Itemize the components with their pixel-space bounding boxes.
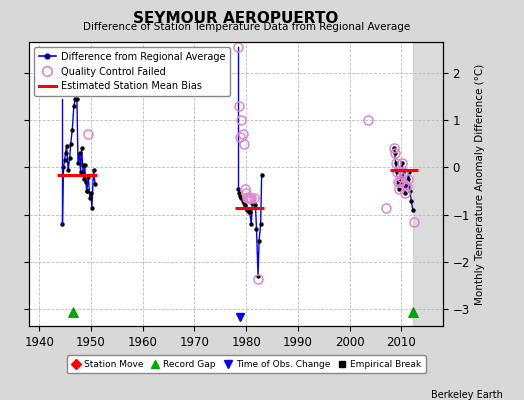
Title: SEYMOUR AEROPUERTO: SEYMOUR AEROPUERTO xyxy=(133,10,339,26)
Text: Berkeley Earth: Berkeley Earth xyxy=(431,390,503,400)
Y-axis label: Monthly Temperature Anomaly Difference (°C): Monthly Temperature Anomaly Difference (… xyxy=(475,63,485,305)
Legend: Difference from Regional Average, Quality Control Failed, Estimated Station Mean: Difference from Regional Average, Qualit… xyxy=(34,47,230,96)
Legend: Station Move, Record Gap, Time of Obs. Change, Empirical Break: Station Move, Record Gap, Time of Obs. C… xyxy=(67,356,425,374)
Text: Difference of Station Temperature Data from Regional Average: Difference of Station Temperature Data f… xyxy=(83,22,410,32)
Bar xyxy=(413,42,443,326)
